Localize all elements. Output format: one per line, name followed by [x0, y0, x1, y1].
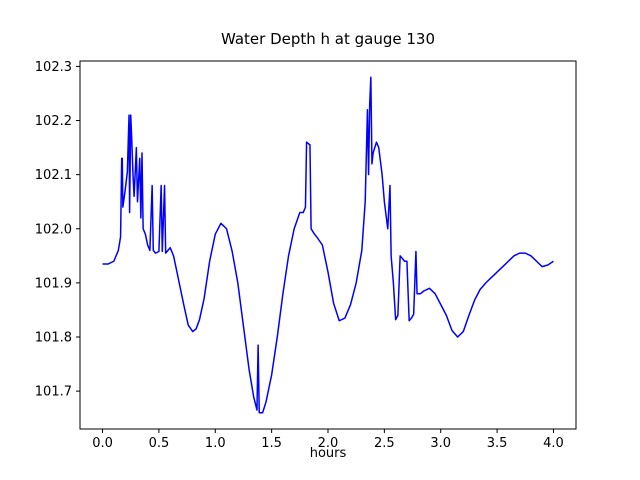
x-tick-label: 0.5: [149, 436, 170, 451]
x-tick-label: 0.0: [92, 436, 113, 451]
y-tick-label: 102.2: [35, 114, 72, 129]
x-tick-label: 4.0: [543, 436, 564, 451]
water-depth-line: [102, 76, 554, 414]
x-tick-label: 1.0: [205, 436, 226, 451]
y-tick-label: 101.9: [35, 276, 72, 291]
x-tick-label: 2.5: [374, 436, 395, 451]
x-tick-label: 1.5: [261, 436, 282, 451]
y-tick-label: 102.1: [35, 168, 72, 183]
y-tick-label: 102.3: [35, 60, 72, 75]
y-tick-label: 102.0: [35, 222, 72, 237]
x-tick-label: 3.0: [430, 436, 451, 451]
y-tick-label: 101.7: [35, 385, 72, 400]
chart-title: Water Depth h at gauge 130: [220, 30, 436, 48]
x-tick-label: 2.0: [318, 436, 339, 451]
y-tick-label: 101.8: [35, 331, 72, 346]
axes-border: [79, 60, 577, 430]
x-axis-label: hours: [309, 446, 347, 461]
x-tick-label: 3.5: [487, 436, 508, 451]
